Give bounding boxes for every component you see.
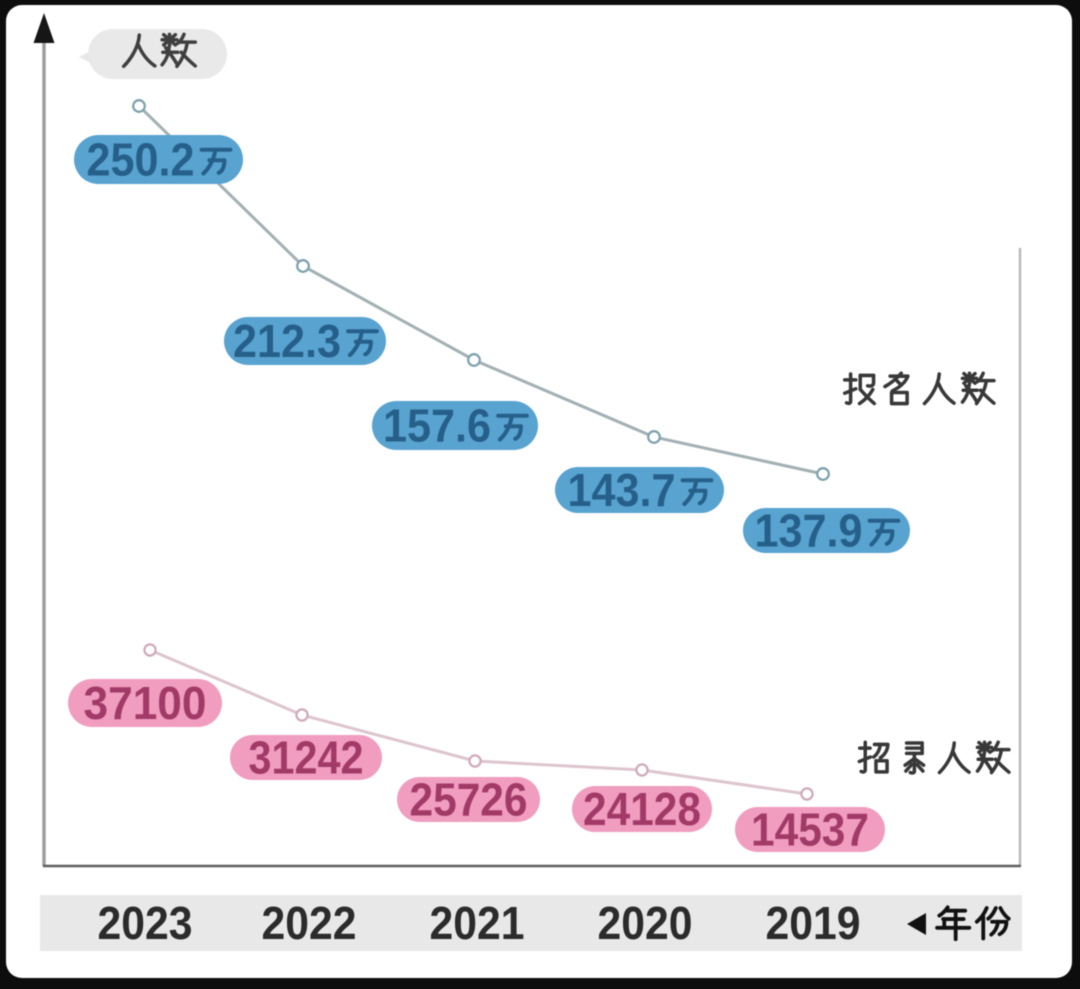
- svg-text:212.3: 212.3: [233, 315, 341, 367]
- svg-text:37100: 37100: [84, 677, 207, 729]
- svg-text:157.6: 157.6: [383, 400, 491, 452]
- svg-text:2020: 2020: [598, 897, 693, 949]
- svg-text:137.9: 137.9: [755, 505, 863, 557]
- svg-text:14537: 14537: [751, 804, 869, 856]
- svg-text:25726: 25726: [410, 774, 528, 826]
- svg-text:2023: 2023: [98, 897, 193, 949]
- svg-text:2022: 2022: [262, 897, 357, 949]
- svg-text:31242: 31242: [249, 732, 364, 784]
- svg-text:2021: 2021: [430, 897, 525, 949]
- svg-text:250.2: 250.2: [87, 134, 195, 186]
- svg-text:24128: 24128: [583, 783, 701, 835]
- svg-text:2019: 2019: [766, 897, 861, 949]
- svg-text:143.7: 143.7: [568, 464, 676, 516]
